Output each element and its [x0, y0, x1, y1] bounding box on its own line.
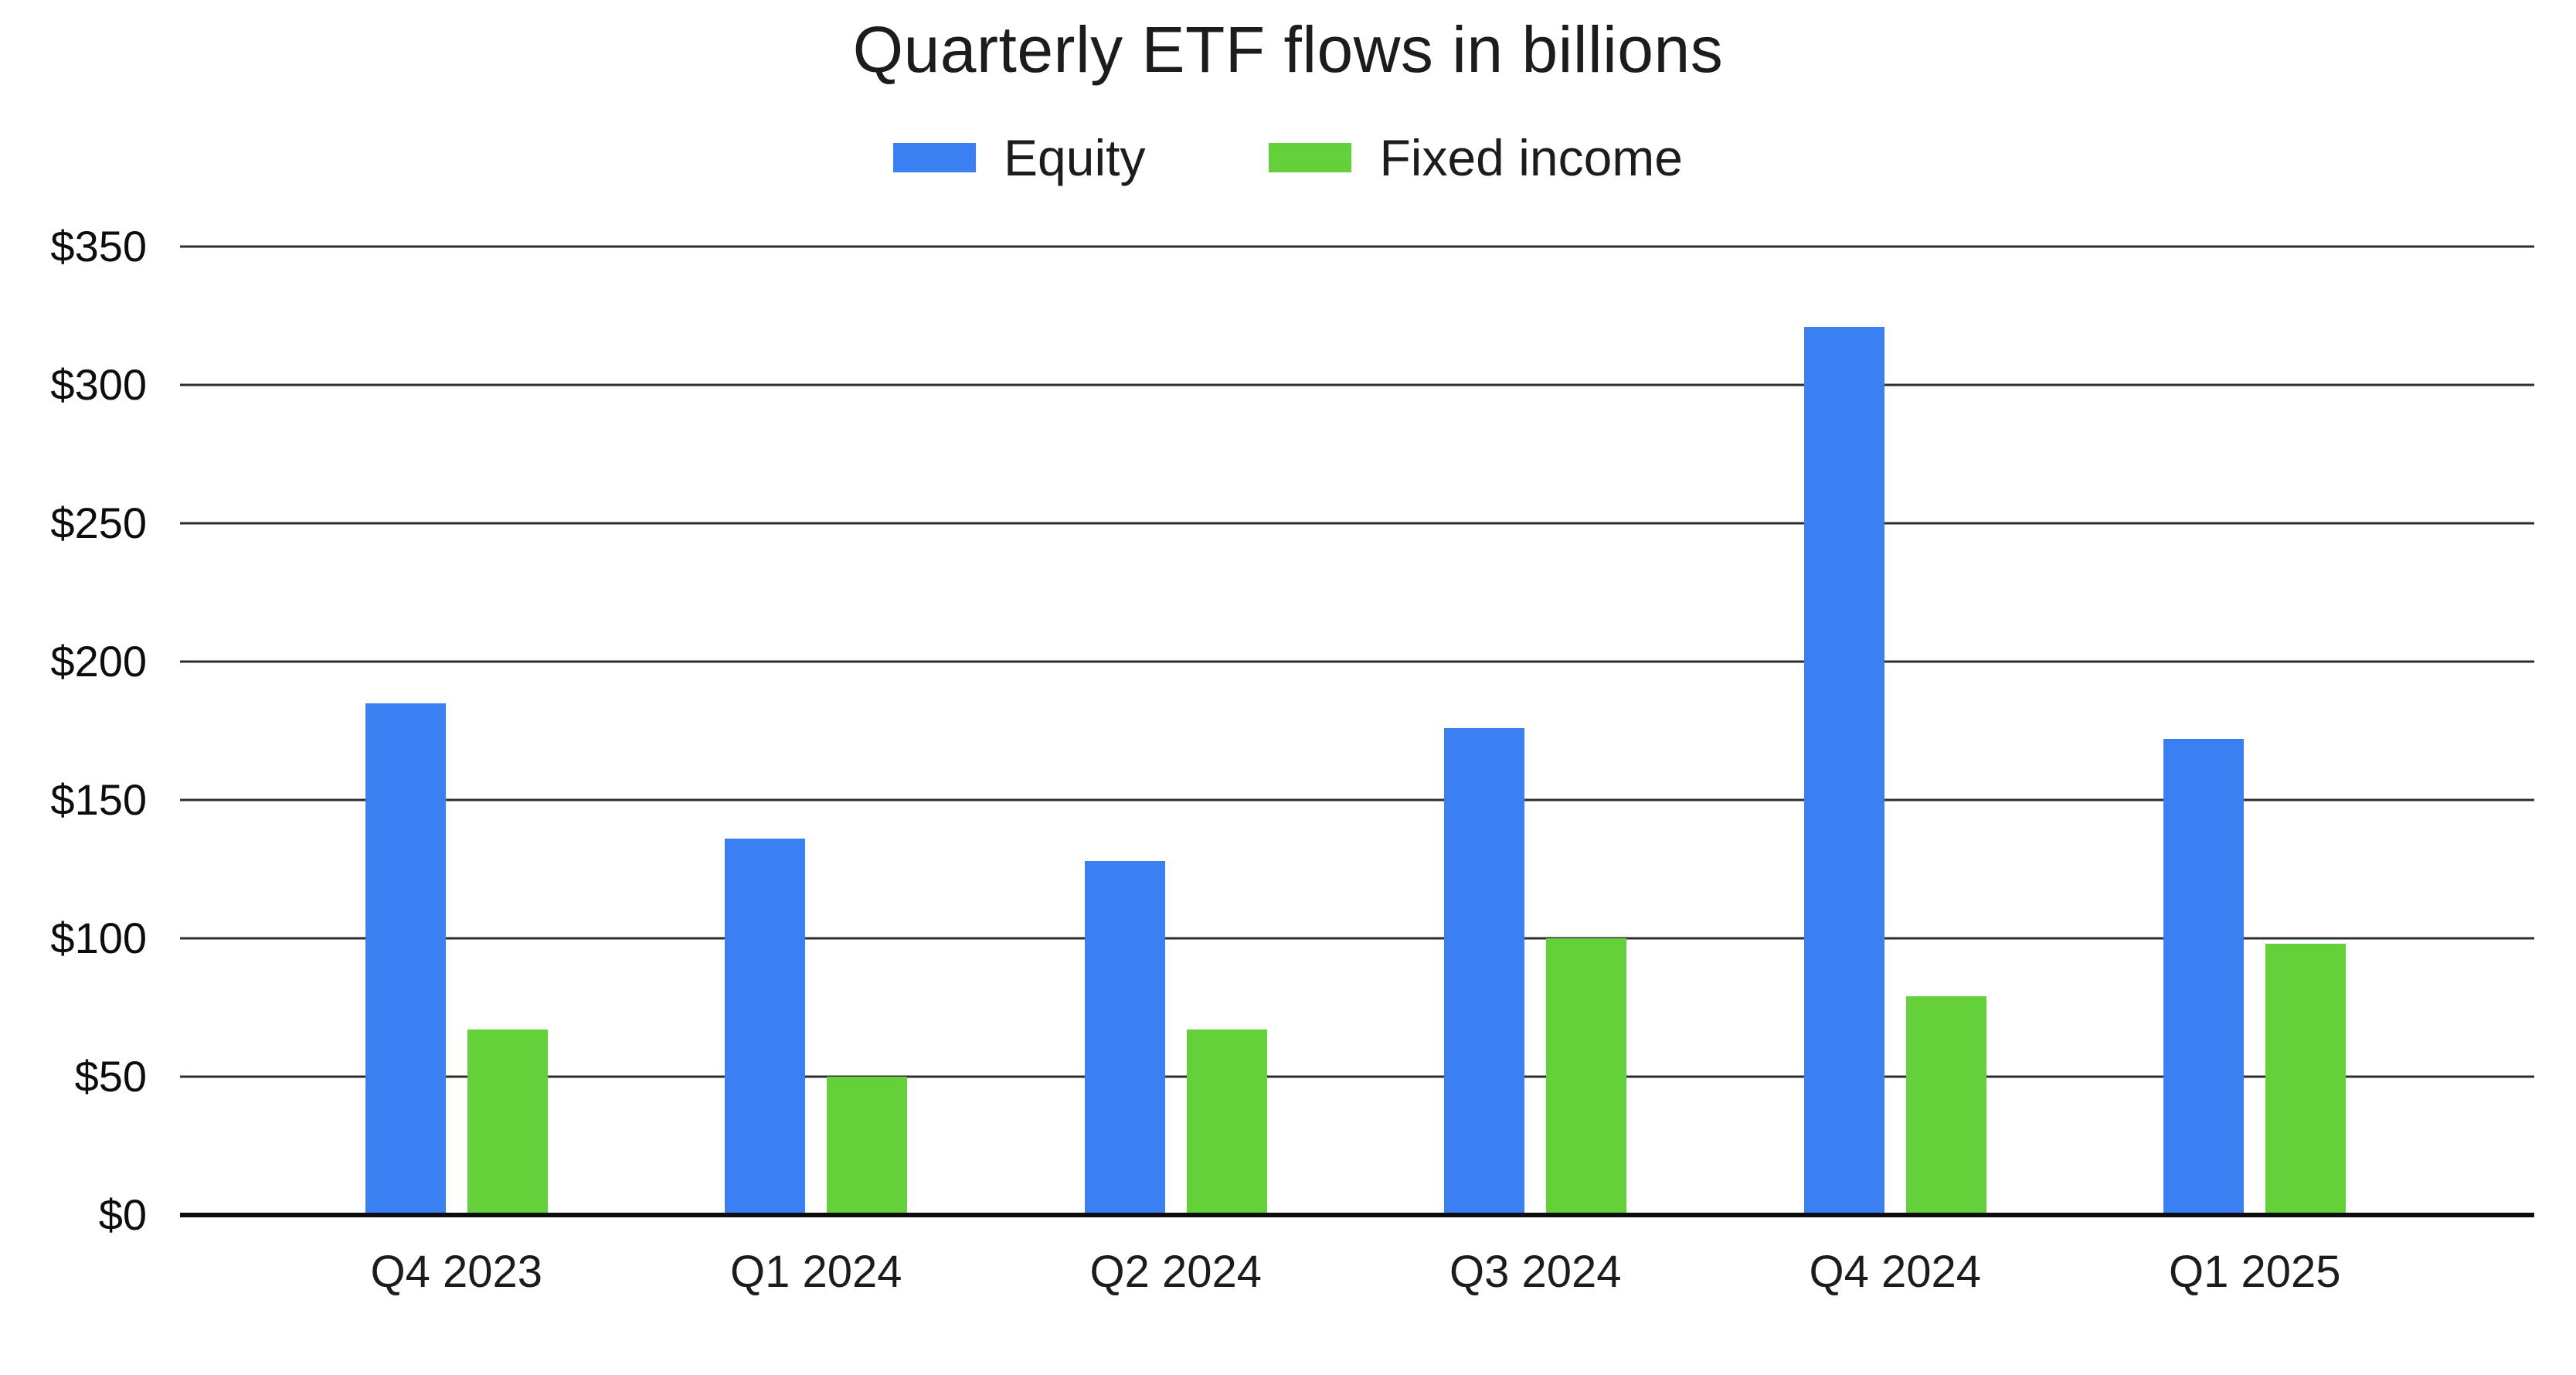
bar-equity: [2163, 739, 2245, 1215]
y-tick-label: $250: [50, 499, 147, 547]
x-tick-label: Q4 2024: [1809, 1247, 1981, 1297]
legend-label: Fixed income: [1379, 129, 1683, 186]
y-tick-label: $350: [50, 222, 147, 271]
bar-fixed-income: [1546, 938, 1627, 1215]
bar-equity: [365, 703, 446, 1215]
bar-fixed-income: [2265, 944, 2347, 1215]
bar-fixed-income: [467, 1030, 548, 1215]
legend-item-fixed-income: Fixed income: [1269, 128, 1683, 187]
bar-fixed-income: [1905, 996, 1986, 1215]
bar-group-q4-2024: [1715, 247, 2075, 1215]
x-axis-line: [180, 1213, 2534, 1217]
legend-item-equity: Equity: [893, 128, 1145, 187]
bar-fixed-income: [1186, 1030, 1267, 1215]
legend: Equity Fixed income: [0, 128, 2576, 187]
gridline: [180, 245, 2534, 248]
plot-area: [180, 245, 2534, 1217]
legend-swatch-fixed-income: [1269, 143, 1352, 172]
y-tick-label: $150: [50, 775, 147, 824]
bar-group-q4-2023: [277, 247, 637, 1215]
gridline: [180, 937, 2534, 940]
bar-group-q1-2024: [637, 247, 997, 1215]
bar-group-q3-2024: [1356, 247, 1716, 1215]
gridline: [180, 522, 2534, 525]
x-axis-labels: Q4 2023 Q1 2024 Q2 2024 Q3 2024 Q4 2024 Q1 20…: [180, 1246, 2534, 1298]
bar-row: [180, 247, 2534, 1215]
x-tick-label: Q1 2025: [2168, 1247, 2341, 1297]
gridline: [180, 798, 2534, 802]
legend-swatch-equity: [893, 143, 977, 172]
bar-fixed-income: [827, 1077, 908, 1215]
bar-equity: [1084, 860, 1165, 1215]
gridline: [180, 1075, 2534, 1078]
bar-group-q2-2024: [996, 247, 1356, 1215]
y-tick-label: $0: [98, 1190, 147, 1239]
y-tick-label: $200: [50, 637, 147, 686]
bar-equity: [725, 839, 806, 1215]
legend-label: Equity: [1004, 129, 1146, 186]
bar-equity: [1803, 326, 1884, 1215]
x-tick-label: Q4 2023: [370, 1247, 542, 1297]
chart-title: Quarterly ETF flows in billions: [852, 13, 1724, 86]
gridline: [180, 383, 2534, 386]
gridline: [180, 660, 2534, 663]
y-tick-label: $300: [50, 360, 147, 409]
y-tick-label: $50: [74, 1052, 147, 1101]
bar-group-q1-2025: [2075, 247, 2435, 1215]
bar-equity: [1444, 727, 1525, 1215]
x-tick-label: Q1 2024: [729, 1247, 902, 1297]
x-tick-label: Q3 2024: [1449, 1247, 1622, 1297]
x-tick-label: Q2 2024: [1089, 1247, 1262, 1297]
y-tick-label: $100: [50, 914, 147, 962]
